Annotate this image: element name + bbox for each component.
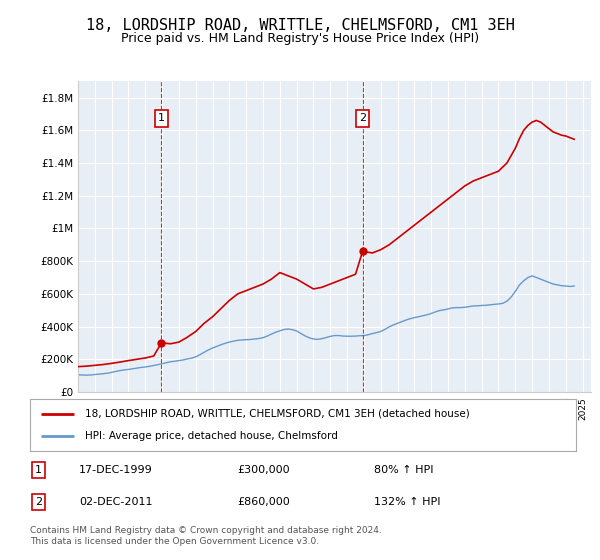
Text: 17-DEC-1999: 17-DEC-1999 xyxy=(79,465,153,475)
Text: 2: 2 xyxy=(359,114,366,124)
Text: 132% ↑ HPI: 132% ↑ HPI xyxy=(374,497,440,507)
Text: Contains HM Land Registry data © Crown copyright and database right 2024.
This d: Contains HM Land Registry data © Crown c… xyxy=(30,526,382,546)
Text: 2: 2 xyxy=(35,497,42,507)
Text: 1: 1 xyxy=(158,114,165,124)
Text: Price paid vs. HM Land Registry's House Price Index (HPI): Price paid vs. HM Land Registry's House … xyxy=(121,32,479,45)
Text: HPI: Average price, detached house, Chelmsford: HPI: Average price, detached house, Chel… xyxy=(85,431,337,441)
Text: £860,000: £860,000 xyxy=(238,497,290,507)
Text: 18, LORDSHIP ROAD, WRITTLE, CHELMSFORD, CM1 3EH: 18, LORDSHIP ROAD, WRITTLE, CHELMSFORD, … xyxy=(86,18,514,33)
Text: 1: 1 xyxy=(35,465,41,475)
Text: £300,000: £300,000 xyxy=(238,465,290,475)
Text: 02-DEC-2011: 02-DEC-2011 xyxy=(79,497,152,507)
Text: 18, LORDSHIP ROAD, WRITTLE, CHELMSFORD, CM1 3EH (detached house): 18, LORDSHIP ROAD, WRITTLE, CHELMSFORD, … xyxy=(85,409,469,419)
Text: 80% ↑ HPI: 80% ↑ HPI xyxy=(374,465,433,475)
